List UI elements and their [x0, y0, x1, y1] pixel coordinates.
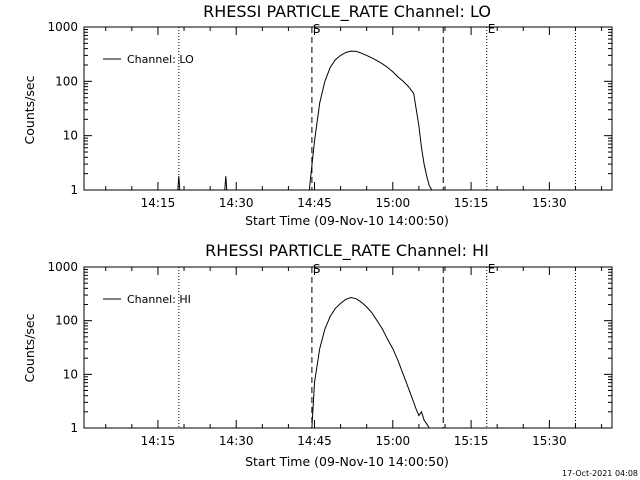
x-tick-label: 15:00 — [376, 196, 411, 210]
y-tick-label: 1000 — [47, 260, 78, 274]
x-tick-label: 14:30 — [219, 434, 254, 448]
x-tick-label: 15:00 — [376, 434, 411, 448]
x-tick-label: 14:15 — [141, 434, 176, 448]
legend: Channel: HI — [103, 293, 191, 306]
y-tick-label: 1 — [70, 183, 78, 197]
series-line — [311, 296, 430, 429]
chart-title: RHESSI PARTICLE_RATE Channel: LO — [203, 2, 491, 22]
chart-panel-hi: RHESSI PARTICLE_RATE Channel: HI Counts/… — [22, 241, 613, 469]
x-tick-label: 14:45 — [297, 196, 332, 210]
y-tick-label: 10 — [63, 367, 78, 381]
plot-area: 1 10 100 1000 14:15 14:30 14:45 15:00 15:15 15:30… — [47, 260, 613, 448]
chart-panel-lo: RHESSI PARTICLE_RATE Channel: LO Counts/… — [22, 2, 613, 228]
marker-label: E — [488, 262, 496, 276]
y-tick-label: 10 — [63, 129, 78, 143]
x-axis-label: Start Time (09-Nov-10 14:00:50) — [245, 213, 449, 228]
marker-label: E — [488, 22, 496, 36]
x-axis-label: Start Time (09-Nov-10 14:00:50) — [245, 454, 449, 469]
chart-title: RHESSI PARTICLE_RATE Channel: HI — [205, 241, 489, 261]
series-line — [308, 50, 433, 191]
x-tick-label: 14:45 — [297, 434, 332, 448]
legend-entry: Channel: LO — [127, 53, 194, 66]
legend: Channel: LO — [103, 53, 194, 66]
y-axis-label: Counts/sec — [22, 75, 37, 144]
plot-area: 1 10 100 1000 14:15 14:30 14:45 15:00 15:15 15:30… — [47, 20, 613, 210]
y-tick-label: 100 — [55, 74, 78, 88]
y-tick-label: 1 — [70, 421, 78, 435]
x-tick-label: 14:30 — [219, 196, 254, 210]
series-spike — [177, 176, 181, 191]
marker-label: S — [313, 262, 321, 276]
y-tick-label: 1000 — [47, 20, 78, 34]
x-tick-label: 15:30 — [532, 434, 567, 448]
x-tick-label: 15:15 — [454, 196, 489, 210]
x-tick-label: 14:15 — [141, 196, 176, 210]
marker-label: S — [313, 22, 321, 36]
legend-entry: Channel: HI — [127, 293, 191, 306]
y-tick-label: 100 — [55, 314, 78, 328]
x-tick-label: 15:15 — [454, 434, 489, 448]
series-spike — [224, 176, 228, 191]
timestamp-footer: 17-Oct-2021 04:08 — [562, 469, 638, 478]
x-tick-label: 15:30 — [532, 196, 567, 210]
plot-frame — [83, 26, 613, 191]
y-axis-label: Counts/sec — [22, 313, 37, 382]
plot-frame — [83, 266, 613, 429]
